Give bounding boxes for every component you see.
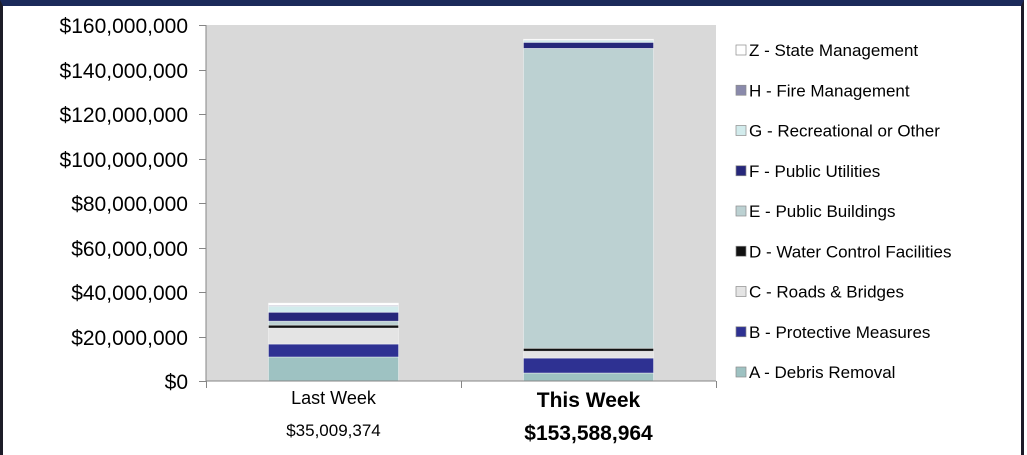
legend: Z - State Management H - Fire Management G… <box>735 41 951 382</box>
bar-segment-public-utilities <box>268 311 399 322</box>
bar-segment-public-buildings <box>268 320 399 326</box>
bar-segment-protective-measures <box>268 343 399 358</box>
legend-swatch <box>735 205 747 217</box>
legend-swatch <box>735 165 747 177</box>
legend-swatch <box>735 84 747 96</box>
legend-item-debris-removal: A - Debris Removal <box>735 363 895 382</box>
category-total-label: $153,588,964 <box>524 422 653 445</box>
y-tick-label: $140,000,000 <box>60 60 188 83</box>
bar-segment-state-management <box>268 302 399 306</box>
legend-item-public-utilities: F - Public Utilities <box>735 162 880 181</box>
legend-swatch <box>735 125 747 136</box>
bar-stack-last-week <box>268 302 399 382</box>
legend-swatch <box>735 245 747 257</box>
legend-item-state-management: Z - State Management <box>735 41 918 60</box>
legend-label: A - Debris Removal <box>749 363 895 382</box>
bar-segment-roads-bridges <box>268 327 399 345</box>
bar-segment-roads-bridges <box>523 350 654 359</box>
x-category-label: This Week <box>537 389 641 412</box>
y-tick-label: $100,000,000 <box>60 149 188 172</box>
bar-segment-public-utilities <box>523 42 654 49</box>
legend-item-recreational-or-other: G - Recreational or Other <box>735 122 940 141</box>
legend-label: G - Recreational or Other <box>749 122 940 141</box>
y-tick-label: $40,000,000 <box>71 282 188 305</box>
y-tick-label: $160,000,000 <box>60 15 188 38</box>
legend-swatch <box>735 286 747 297</box>
y-tick-label: $80,000,000 <box>71 193 188 216</box>
legend-label: E - Public Buildings <box>749 202 895 221</box>
bar-segment-protective-measures <box>523 357 654 374</box>
x-axis: Last Week $35,009,374 This Week $153,588,96… <box>206 380 717 445</box>
bars <box>268 38 654 382</box>
legend-item-protective-measures: B - Protective Measures <box>735 323 930 342</box>
legend-item-fire-management: H - Fire Management <box>735 81 910 100</box>
legend-swatch <box>735 326 747 338</box>
legend-label: D - Water Control Facilities <box>749 242 951 261</box>
x-category-label: Last Week <box>291 388 377 408</box>
legend-label: Z - State Management <box>749 41 918 60</box>
legend-item-roads-bridges: C - Roads & Bridges <box>735 283 904 302</box>
bar-stack-this-week <box>523 38 654 382</box>
y-axis: $0 $20,000,000 $40,000,000 $60,000,000 $80,0… <box>60 15 207 394</box>
legend-swatch <box>735 366 747 378</box>
bar-segment-water-control-facilities <box>523 347 654 352</box>
category-total-label: $35,009,374 <box>286 421 381 440</box>
legend-label: H - Fire Management <box>749 81 910 100</box>
bar-segment-recreational-or-other <box>268 305 399 313</box>
legend-label: B - Protective Measures <box>749 323 930 342</box>
bar-segment-debris-removal <box>523 372 654 382</box>
y-tick-label: $60,000,000 <box>71 238 188 261</box>
y-tick-label: $0 <box>165 371 188 394</box>
y-tick-label: $20,000,000 <box>71 327 188 350</box>
bar-segment-public-buildings <box>523 48 654 349</box>
bar-segment-state-management <box>523 38 654 41</box>
legend-item-water-control-facilities: D - Water Control Facilities <box>735 242 951 261</box>
legend-swatch <box>735 44 747 56</box>
bar-segment-debris-removal <box>268 356 399 382</box>
legend-item-public-buildings: E - Public Buildings <box>735 202 895 221</box>
y-tick-label: $120,000,000 <box>60 104 188 127</box>
legend-label: C - Roads & Bridges <box>749 283 904 302</box>
legend-label: F - Public Utilities <box>749 162 880 181</box>
bar-segment-water-control-facilities <box>268 324 399 329</box>
